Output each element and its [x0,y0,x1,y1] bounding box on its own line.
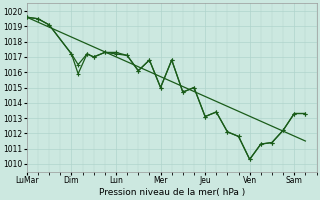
X-axis label: Pression niveau de la mer( hPa ): Pression niveau de la mer( hPa ) [99,188,245,197]
